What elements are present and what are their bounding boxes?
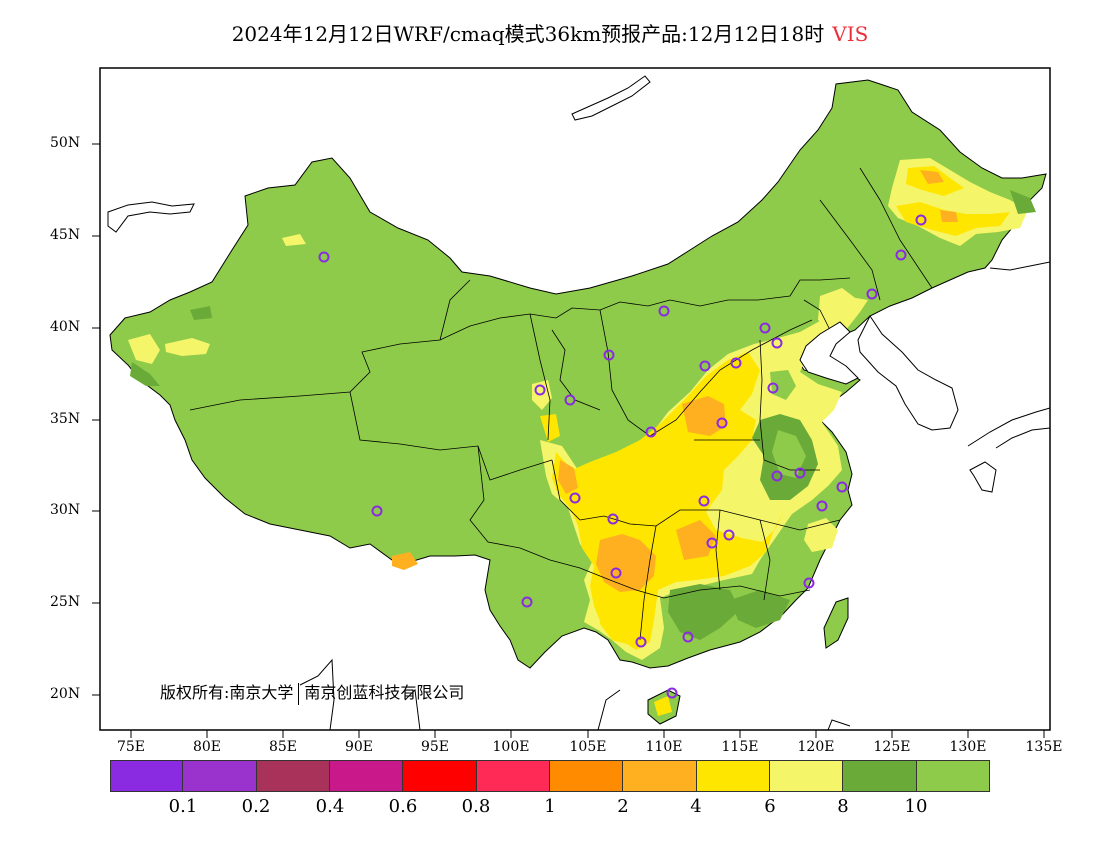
legend-swatch	[256, 760, 330, 792]
lat-label-30n: 30N	[50, 502, 81, 518]
legend-value: 2	[617, 796, 629, 817]
lat-label-45n: 45N	[50, 227, 81, 243]
lat-label-35n: 35N	[50, 411, 81, 427]
lon-label-80e: 80E	[192, 739, 222, 755]
baikal-lake	[571, 75, 651, 121]
legend-value: 0.8	[461, 796, 491, 817]
map-frame	[99, 67, 1051, 731]
japan-outline	[967, 407, 1050, 493]
legend-swatch	[183, 760, 257, 792]
legend-swatch	[696, 760, 770, 792]
legend-swatch	[110, 760, 184, 792]
legend-value: 0.2	[241, 796, 271, 817]
lon-label-115e: 115E	[721, 739, 759, 755]
legend-swatch	[403, 760, 477, 792]
legend-value: 4	[690, 796, 702, 817]
lon-label-100e: 100E	[492, 739, 530, 755]
lon-label-75e: 75E	[116, 739, 146, 755]
province-boundaries	[189, 167, 933, 641]
lon-label-85e: 85E	[268, 739, 298, 755]
korea-outline	[857, 315, 959, 431]
map-title: 2024年12月12日WRF/cmaq模式36km预报产品:12月12日18时 V…	[0, 18, 1100, 47]
lon-label-90e: 90E	[344, 739, 374, 755]
copyright-separator	[298, 682, 300, 705]
lon-label-130e: 130E	[949, 739, 987, 755]
lon-label-135e: 135E	[1025, 739, 1063, 755]
lat-label-40n: 40N	[50, 319, 81, 335]
station-markers	[318, 214, 927, 699]
legend-value: 6	[764, 796, 776, 817]
copyright-prefix: 版权所有:	[160, 683, 230, 702]
legend-swatch	[916, 760, 990, 792]
legend-value: 1	[544, 796, 556, 817]
legend-swatch	[476, 760, 550, 792]
lat-label-20n: 20N	[50, 686, 81, 702]
lon-label-95e: 95E	[420, 739, 450, 755]
copyright-org1: 南京大学	[229, 683, 294, 702]
legend-swatch	[843, 760, 917, 792]
lon-label-125e: 125E	[873, 739, 911, 755]
title-main: 2024年12月12日WRF/cmaq模式36km预报产品:12月12日18时	[231, 22, 825, 46]
legend-value: 0.6	[388, 796, 418, 817]
legend-swatch	[329, 760, 404, 792]
legend-swatch	[549, 760, 624, 792]
legend-value: 8	[837, 796, 849, 817]
lat-label-50n: 50N	[50, 135, 81, 151]
taiwan-island	[823, 597, 849, 649]
copyright-text: 版权所有:南京大学 南京创蓝科技有限公司	[160, 679, 464, 705]
legend-swatch	[769, 760, 844, 792]
legend-value: 0.4	[315, 796, 345, 817]
copyright-org2: 南京创蓝科技有限公司	[304, 683, 465, 702]
balkhash-lake	[107, 201, 195, 233]
sakhalin-coast	[989, 261, 1050, 271]
bohai-sea	[799, 321, 859, 385]
title-variable: VIS	[832, 22, 869, 46]
lon-label-120e: 120E	[797, 739, 835, 755]
color-legend	[110, 760, 990, 792]
legend-swatch	[623, 760, 697, 792]
lon-label-110e: 110E	[645, 739, 683, 755]
legend-value: 0.1	[168, 796, 198, 817]
legend-value: 10	[904, 796, 928, 817]
lat-label-25n: 25N	[50, 594, 81, 610]
lon-label-105e: 105E	[569, 739, 607, 755]
